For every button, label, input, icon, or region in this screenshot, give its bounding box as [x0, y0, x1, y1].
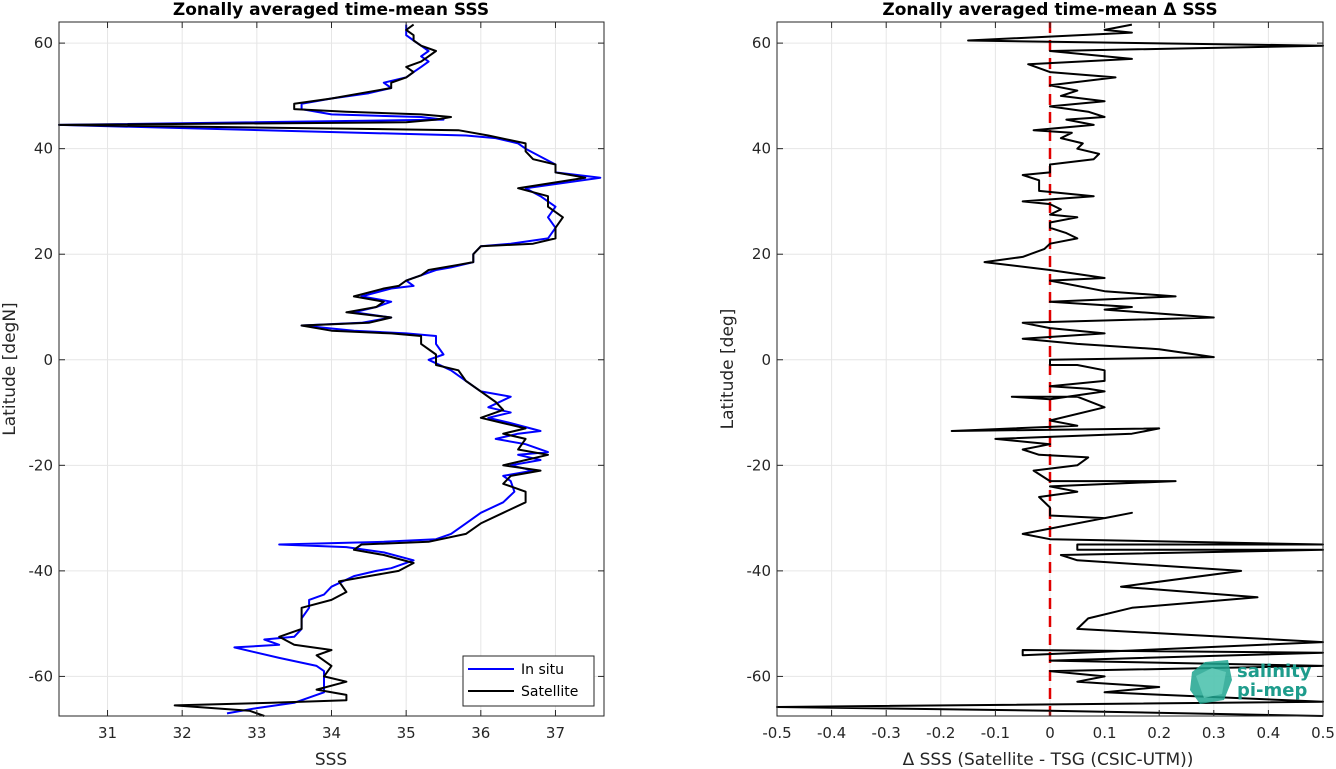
delta-series [776, 23, 1324, 717]
delta-y-tick-label: 40 [752, 140, 771, 158]
delta-x-tick-label: 0.4 [1256, 724, 1280, 742]
sss-series-satellite [58, 23, 587, 717]
sss-y-tick-label: 20 [34, 245, 53, 263]
sss-x-axis-label: SSS [315, 750, 347, 769]
delta-x-tick-label: -0.2 [926, 724, 955, 742]
sss-x-tick-label: 32 [173, 724, 192, 742]
delta-y-tick-label: -60 [747, 667, 772, 685]
legend: In situ Satellite [462, 655, 595, 707]
sss-y-axis-label: Latitude [degN] [0, 302, 20, 435]
delta-ticks: -0.5 -0.4 -0.3 -0.2 -0.1 0 0.1 0.2 0.3 0.4 0.5 -60 -… [747, 22, 1335, 742]
sss-series [58, 23, 602, 717]
sss-chart-title: Zonally averaged time-mean SSS [173, 0, 489, 20]
salinity-pimep-logo: salinity pi-mep [1190, 660, 1312, 704]
delta-series-line0 [776, 23, 1324, 717]
sss-y-tick-label: 0 [43, 351, 53, 369]
sss-x-tick-label: 36 [471, 724, 490, 742]
delta-chart-title: Zonally averaged time-mean Δ SSS [882, 0, 1217, 20]
delta-x-tick-label: -0.1 [981, 724, 1010, 742]
delta-y-tick-label: -20 [747, 456, 772, 474]
sss-x-tick-label: 33 [247, 724, 266, 742]
sss-y-tick-label: 60 [34, 34, 53, 52]
delta-y-tick-label: 0 [761, 351, 771, 369]
delta-x-tick-label: 0 [1045, 724, 1055, 742]
logo-line2: pi-mep [1237, 680, 1307, 701]
logo-inner-shape-icon [1196, 668, 1226, 698]
sss-y-tick-label: -60 [29, 667, 54, 685]
delta-x-axis-label: Δ SSS (Satellite - TSG (CSIC-UTM)) [903, 750, 1194, 769]
delta-grid [776, 22, 1324, 716]
sss-y-tick-label: 40 [34, 140, 53, 158]
legend-box [462, 655, 595, 707]
legend-in-situ-label: In situ [521, 662, 564, 678]
delta-sss-panel: -0.5 -0.4 -0.3 -0.2 -0.1 0 0.1 0.2 0.3 0.4 0.5 -60 -… [718, 0, 1335, 769]
delta-x-tick-label: 0.3 [1202, 724, 1226, 742]
delta-x-tick-label: 0.1 [1093, 724, 1117, 742]
delta-y-tick-label: -40 [747, 562, 772, 580]
sss-x-tick-label: 31 [98, 724, 117, 742]
sss-x-tick-label: 35 [397, 724, 416, 742]
delta-y-axis-label: Latitude [deg] [718, 309, 738, 430]
delta-x-tick-label: 0.5 [1311, 724, 1335, 742]
sss-y-tick-label: -40 [29, 562, 54, 580]
delta-x-tick-label: 0.2 [1147, 724, 1171, 742]
sss-x-tick-label: 34 [322, 724, 341, 742]
delta-y-tick-label: 20 [752, 245, 771, 263]
delta-x-tick-label: -0.3 [872, 724, 901, 742]
sss-panel: 31 32 33 34 35 36 37 -60 -40 -20 0 20 40 60 Zonally a… [0, 0, 605, 769]
legend-satellite-label: Satellite [521, 684, 578, 700]
sss-y-tick-label: -20 [29, 456, 54, 474]
sss-series-in-situ [58, 24, 602, 715]
delta-x-tick-label: -0.4 [817, 724, 846, 742]
delta-x-tick-label: -0.5 [762, 724, 791, 742]
delta-y-tick-label: 60 [752, 34, 771, 52]
logo-line1: salinity [1237, 661, 1312, 682]
sss-ticks: 31 32 33 34 35 36 37 -60 -40 -20 0 20 40 60 [29, 22, 604, 742]
sss-x-tick-label: 37 [546, 724, 565, 742]
